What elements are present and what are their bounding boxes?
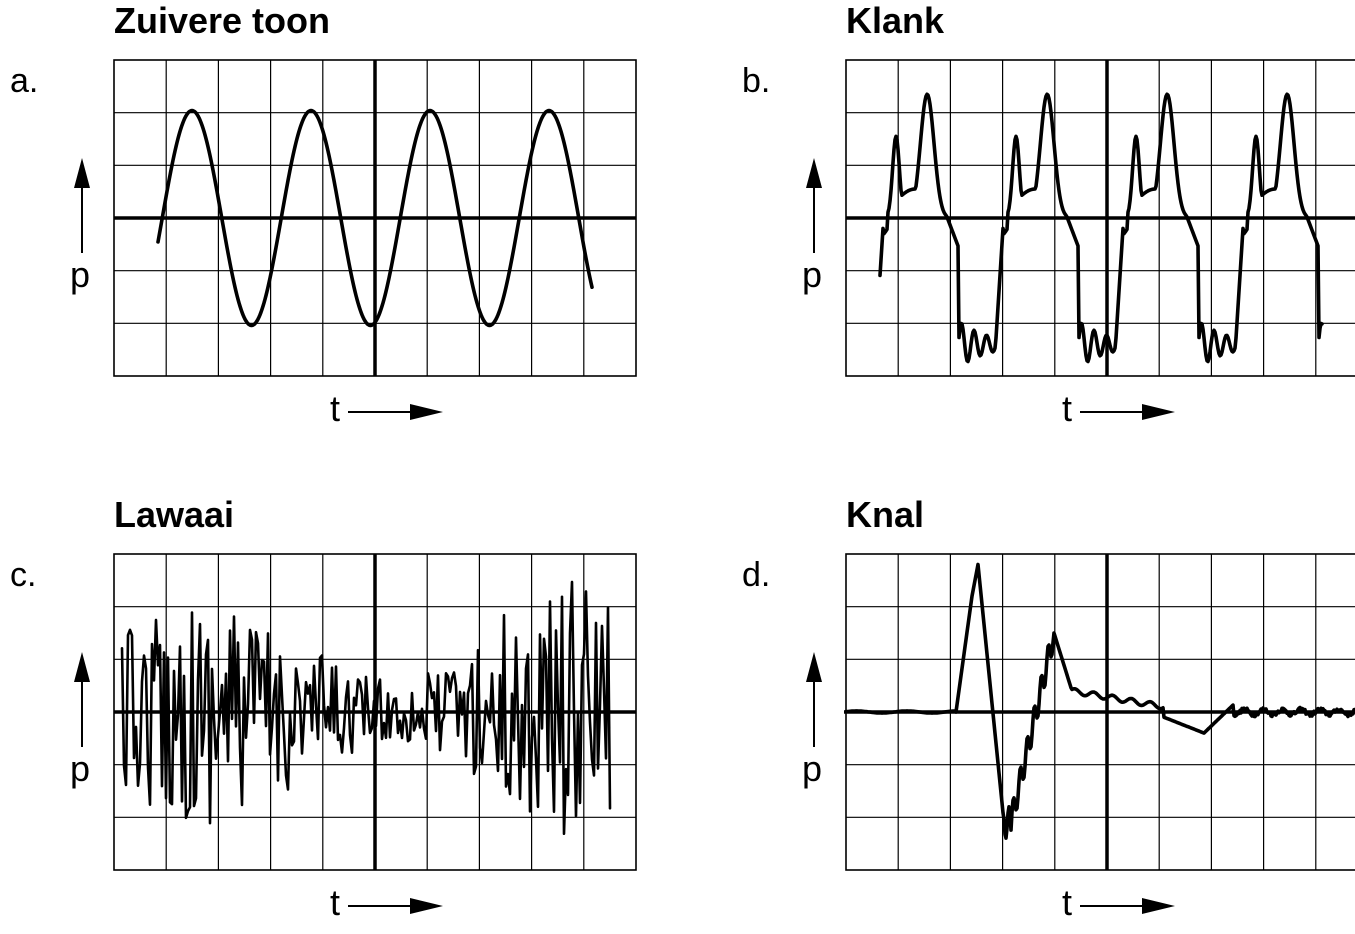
right-arrow-icon	[348, 898, 443, 914]
x-axis-label: t	[1062, 882, 1073, 923]
up-arrow-icon	[74, 158, 90, 253]
up-arrow-icon	[806, 158, 822, 253]
panel-letter: c.	[10, 556, 37, 594]
waveform-trace	[120, 580, 612, 836]
oscilloscope-plot	[845, 59, 1355, 377]
right-arrow-icon	[1080, 404, 1175, 420]
y-axis-label: p	[802, 254, 823, 295]
panel-letter: b.	[742, 62, 771, 100]
x-axis-label: t	[330, 882, 341, 923]
y-axis-label: p	[70, 254, 91, 295]
waveform-trace	[156, 108, 594, 328]
up-arrow-icon	[806, 652, 822, 747]
panel-title: Klank	[846, 0, 945, 41]
x-axis-label: t	[330, 388, 341, 429]
y-axis-label: p	[802, 748, 823, 789]
up-arrow-icon	[74, 652, 90, 747]
panel-title: Zuivere toon	[114, 0, 331, 41]
y-axis-label: p	[70, 748, 91, 789]
panel-title: Lawaai	[114, 494, 235, 535]
panel-b: Klank b. p t	[732, 0, 1355, 440]
x-axis-label: t	[1062, 388, 1073, 429]
panel-a: Zuivere toon a. p t	[0, 0, 637, 440]
oscilloscope-plot	[113, 553, 637, 871]
oscilloscope-plot	[113, 59, 637, 377]
oscilloscope-plot	[844, 553, 1355, 871]
panel-letter: a.	[10, 62, 39, 100]
panel-title: Knal	[846, 494, 925, 535]
panel-c: Lawaai c. p t	[0, 494, 637, 934]
panel-letter: d.	[742, 556, 771, 594]
right-arrow-icon	[348, 404, 443, 420]
right-arrow-icon	[1080, 898, 1175, 914]
waveform-trace	[878, 92, 1324, 364]
panel-d: Knal d. p t	[732, 494, 1355, 934]
waveform-trace	[844, 562, 1355, 840]
